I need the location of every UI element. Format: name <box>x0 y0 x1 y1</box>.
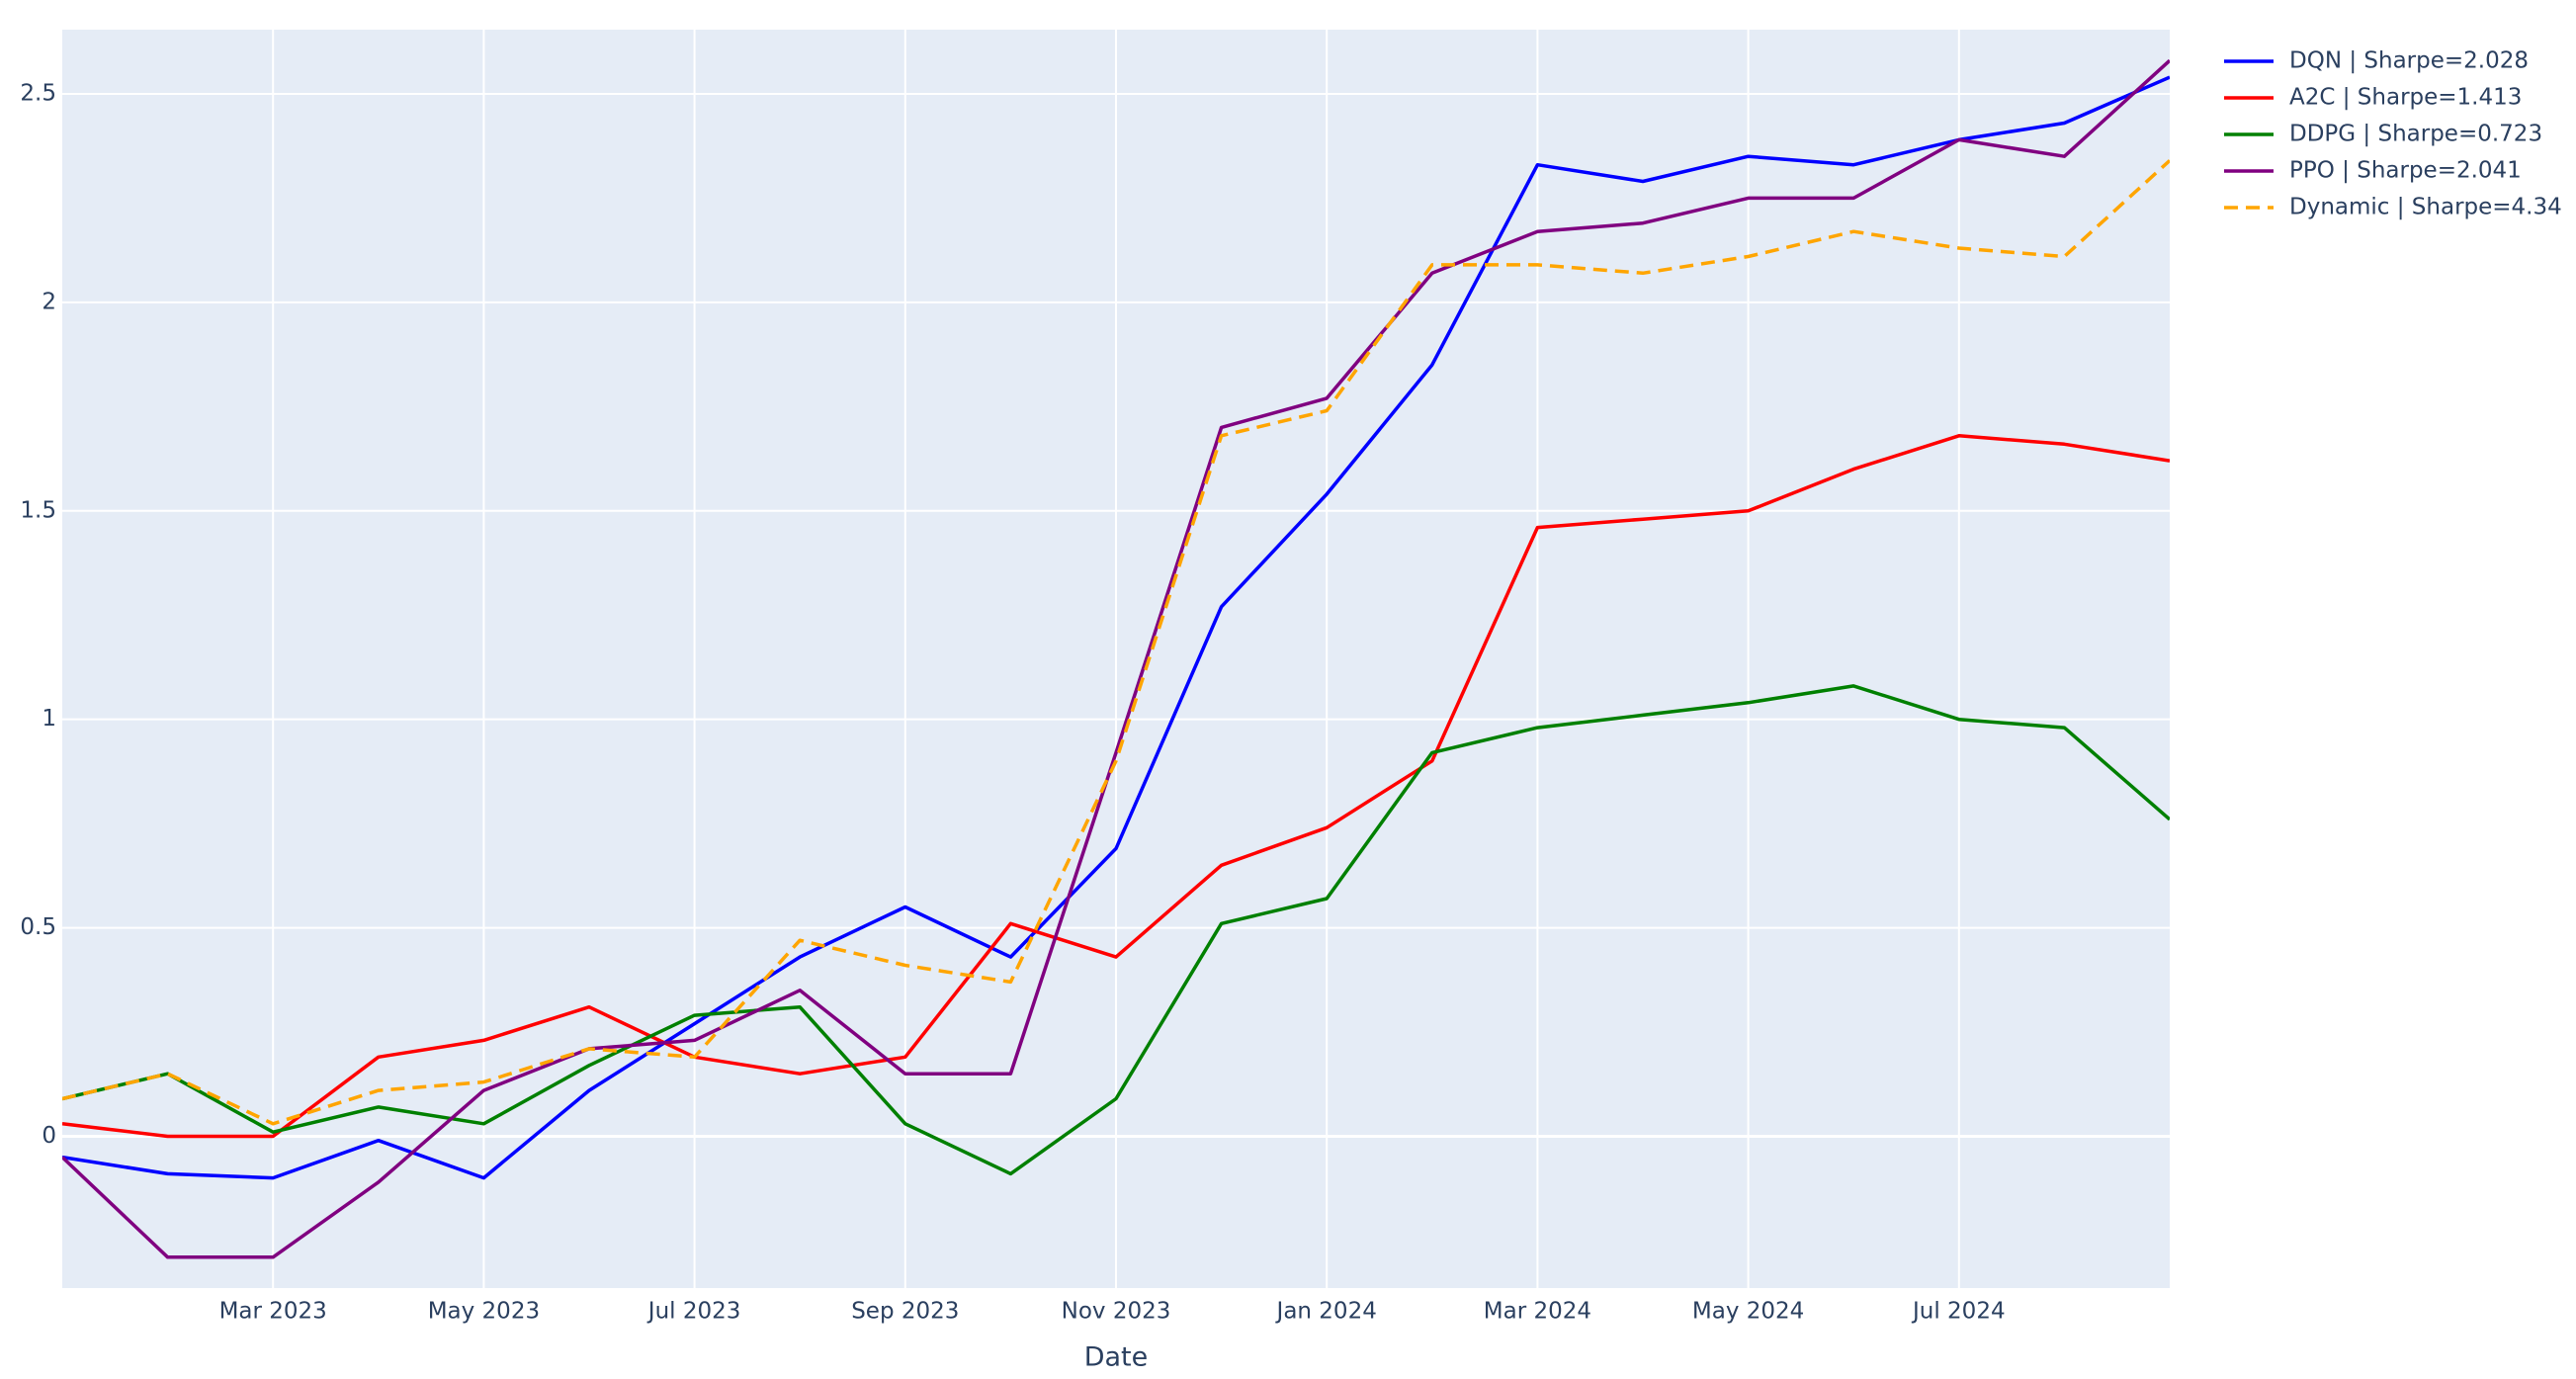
x-tick-label: Jul 2023 <box>646 1299 741 1325</box>
series-line <box>62 58 2170 1259</box>
x-tick-label: Nov 2023 <box>1062 1299 1171 1325</box>
y-tick-label: 0 <box>42 1123 56 1149</box>
x-tick-label: Mar 2023 <box>219 1299 327 1325</box>
legend-label: DQN | Sharpe=2.028 <box>2289 48 2529 74</box>
y-tick-label: 0.5 <box>20 914 56 940</box>
x-tick-label: Jan 2024 <box>1275 1299 1377 1325</box>
legend-label: Dynamic | Sharpe=4.34 <box>2289 195 2562 220</box>
x-tick-label: May 2024 <box>1692 1299 1804 1325</box>
x-tick-label: Sep 2023 <box>851 1299 959 1325</box>
legend-label: A2C | Sharpe=1.413 <box>2289 85 2522 111</box>
series-line <box>62 159 2170 1126</box>
x-axis-title: Date <box>1084 1342 1149 1373</box>
y-tick-label: 2 <box>42 289 56 314</box>
legend-label: DDPG | Sharpe=0.723 <box>2289 122 2542 147</box>
series-line <box>62 684 2170 1176</box>
y-tick-label: 1.5 <box>20 497 56 523</box>
x-tick-label: May 2023 <box>428 1299 540 1325</box>
y-tick-label: 1 <box>42 706 56 732</box>
legend-label: PPO | Sharpe=2.041 <box>2289 158 2522 184</box>
y-tick-label: 2.5 <box>20 80 56 106</box>
x-tick-label: Mar 2024 <box>1484 1299 1591 1325</box>
series-line <box>62 434 2170 1139</box>
x-tick-label: Jul 2024 <box>1911 1299 2006 1325</box>
